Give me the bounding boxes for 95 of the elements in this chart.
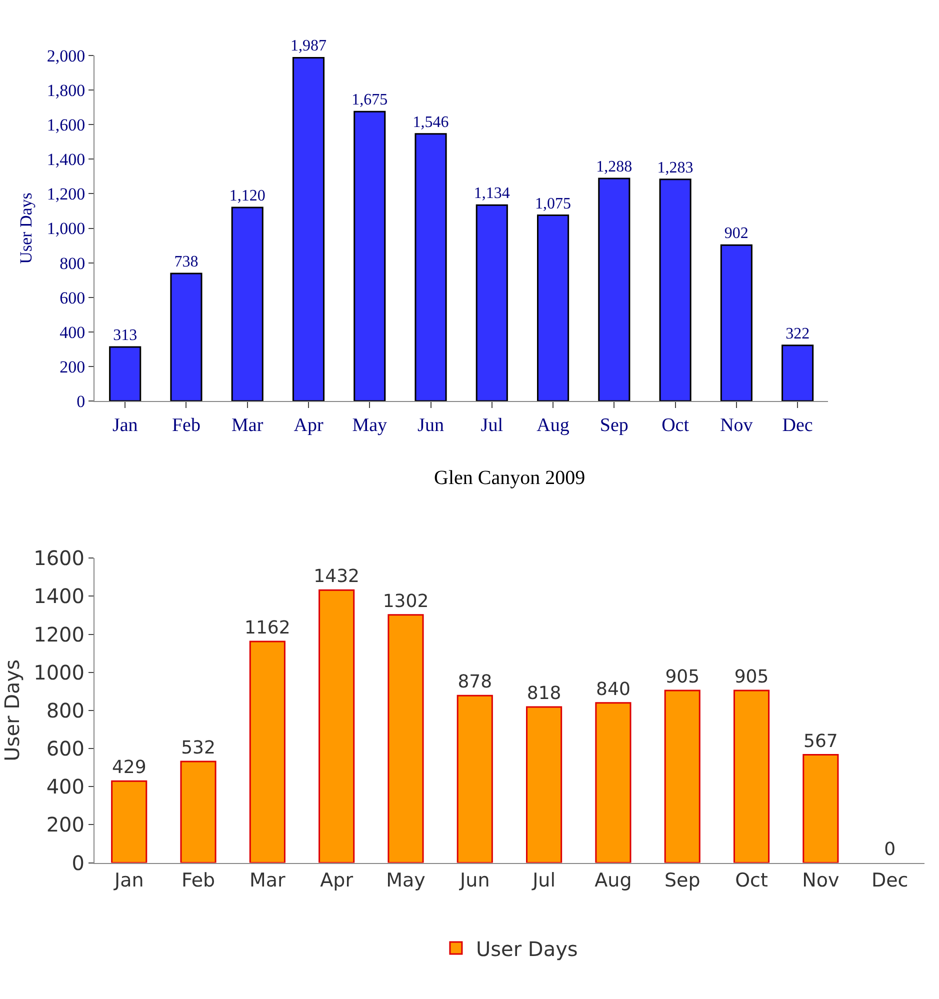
data-label: 532 [181, 737, 216, 758]
x-tick-label: May [386, 870, 426, 892]
legend-label: User Days [476, 936, 578, 961]
x-tick-label: Dec [782, 414, 813, 436]
data-label: 313 [113, 326, 138, 344]
data-label: 322 [786, 325, 810, 342]
bar [249, 640, 286, 863]
y-tick-label: 1,600 [46, 116, 86, 135]
bar [231, 206, 264, 402]
data-label: 1,546 [412, 114, 449, 131]
y-tick-label: 1000 [34, 660, 85, 684]
x-tick-label: Mar [232, 414, 264, 436]
x-tick-label: Apr [294, 414, 324, 436]
bar [180, 760, 216, 863]
data-label: 429 [112, 757, 146, 778]
y-tick-label: 200 [60, 357, 86, 376]
y-tick-label: 800 [60, 254, 86, 273]
x-tick-label: Jul [532, 870, 556, 892]
x-tick-label: Aug [536, 414, 570, 436]
y-tick-label: 1,000 [46, 219, 86, 238]
bar [456, 694, 493, 863]
y-tick-label: 200 [46, 812, 85, 837]
x-tick-label: Sep [600, 414, 628, 436]
bar [292, 56, 325, 402]
y-tick-label: 800 [46, 698, 85, 722]
data-label: 878 [458, 672, 492, 693]
x-tick-label: Nov [720, 414, 754, 436]
data-label: 1432 [314, 566, 360, 588]
x-tick-label: Nov [802, 870, 840, 892]
data-label: 1302 [382, 590, 429, 612]
x-tick-label: Sep [664, 870, 700, 892]
data-label: 1,675 [352, 92, 388, 109]
bar [109, 346, 142, 402]
x-tick-label: Feb [172, 414, 200, 436]
data-label: 1162 [244, 618, 290, 639]
y-tick-label: 400 [60, 322, 86, 342]
bar [414, 133, 447, 402]
y-tick-label: 0 [76, 392, 86, 411]
y-tick-label: 400 [46, 774, 85, 799]
y-tick-label: 1600 [34, 546, 85, 570]
bar [733, 690, 770, 863]
chart-title: Glen Canyon 2009 [434, 467, 586, 489]
x-tick-label: Jun [459, 870, 490, 892]
x-tick-label: May [352, 414, 388, 436]
bar [598, 178, 630, 402]
data-label: 1,134 [474, 185, 510, 202]
bar [659, 178, 692, 402]
bar [802, 754, 839, 863]
y-tick-label: 1400 [34, 584, 85, 608]
data-label: 567 [804, 730, 838, 752]
y-tick-label: 600 [60, 288, 86, 308]
data-label: 1,283 [657, 159, 694, 176]
x-tick-label: Jul [480, 414, 503, 436]
x-tick-label: Aug [594, 870, 632, 892]
bar [476, 204, 508, 402]
y-axis-title: User Days [16, 192, 36, 264]
x-tick-label: Feb [181, 870, 216, 892]
bar [782, 344, 814, 402]
data-label: 1,075 [535, 195, 572, 212]
bar [354, 110, 386, 402]
data-label: 0 [884, 838, 896, 860]
x-tick-label: Mar [249, 870, 286, 892]
data-label: 902 [724, 225, 748, 242]
data-label: 905 [665, 666, 700, 688]
bar [526, 706, 562, 863]
data-label: 905 [734, 666, 769, 688]
y-tick-label: 600 [46, 736, 85, 761]
data-label: 1,120 [229, 188, 266, 205]
bar [111, 780, 148, 863]
y-tick-label: 1,200 [46, 184, 86, 204]
data-label: 1,288 [596, 158, 632, 176]
data-label: 738 [174, 254, 198, 271]
bar [720, 244, 752, 402]
bar [318, 589, 355, 863]
bar [664, 690, 700, 863]
y-tick-label: 1,400 [46, 150, 86, 170]
x-tick-label: Jan [112, 414, 138, 436]
y-tick-label: 0 [72, 850, 85, 875]
bar [595, 702, 632, 863]
x-tick-label: Apr [320, 870, 354, 892]
y-tick-label: 1200 [34, 622, 85, 646]
data-label: 840 [596, 678, 630, 700]
x-tick-label: Oct [662, 414, 690, 436]
y-tick-label: 1,800 [46, 80, 86, 100]
y-tick-label: 2,000 [46, 46, 86, 66]
x-tick-label: Oct [735, 870, 768, 892]
data-label: 1,987 [290, 38, 326, 55]
x-tick-label: Jan [113, 870, 144, 892]
x-tick-label: Jun [418, 414, 444, 436]
data-label: 818 [526, 683, 562, 704]
bar [388, 614, 424, 863]
bar [537, 214, 570, 402]
bar [170, 272, 202, 402]
x-tick-label: Dec [871, 870, 908, 892]
y-axis-title: User Days [0, 660, 24, 762]
